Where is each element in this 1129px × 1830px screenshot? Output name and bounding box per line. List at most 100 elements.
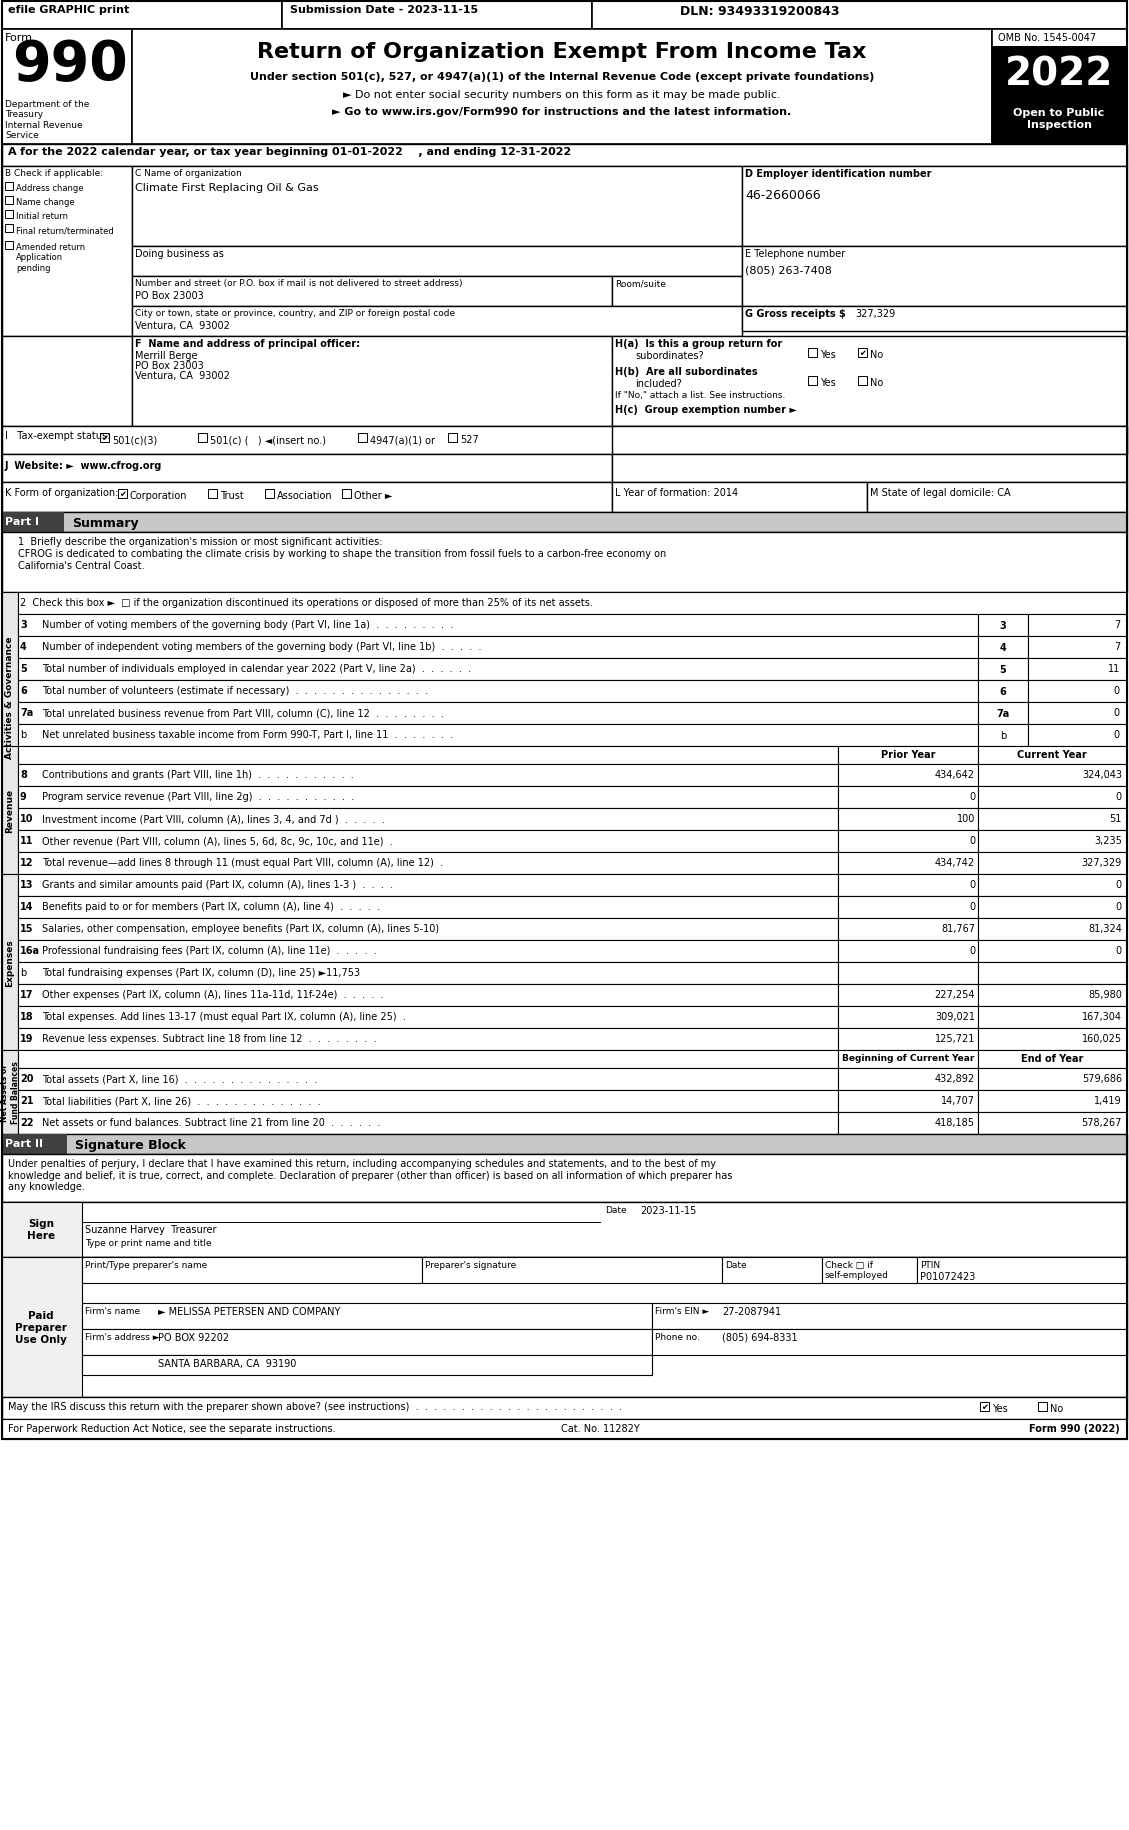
- Text: Ventura, CA  93002: Ventura, CA 93002: [135, 371, 230, 381]
- Text: 5: 5: [999, 664, 1006, 675]
- Bar: [132, 247, 742, 276]
- Text: PO Box 23003: PO Box 23003: [135, 291, 203, 300]
- Text: for the 2022 calendar year, or tax year beginning 01-01-2022    , and ending 12-: for the 2022 calendar year, or tax year …: [20, 146, 571, 157]
- Bar: [612, 483, 867, 512]
- Text: 0: 0: [969, 836, 975, 845]
- Text: 434,642: 434,642: [935, 770, 975, 780]
- Text: Salaries, other compensation, employee benefits (Part IX, column (A), lines 5-10: Salaries, other compensation, employee b…: [42, 924, 439, 933]
- Text: 6: 6: [20, 686, 27, 695]
- Text: K Form of organization:: K Form of organization:: [5, 489, 119, 498]
- Bar: [82, 1329, 653, 1356]
- Bar: [1029, 637, 1127, 659]
- Text: 527: 527: [460, 436, 479, 445]
- Bar: [132, 337, 612, 426]
- Text: 11: 11: [20, 836, 34, 845]
- Text: 167,304: 167,304: [1082, 1012, 1122, 1021]
- Bar: [18, 787, 838, 809]
- Bar: [208, 490, 217, 500]
- Bar: [978, 1007, 1127, 1028]
- Text: 22: 22: [20, 1118, 34, 1127]
- Text: 990: 990: [12, 38, 128, 92]
- Bar: [2, 483, 612, 512]
- Text: Corporation: Corporation: [130, 490, 187, 501]
- Bar: [2, 1202, 1127, 1257]
- Text: 51: 51: [1110, 814, 1122, 824]
- Bar: [2, 1202, 82, 1257]
- Text: 9: 9: [20, 792, 27, 802]
- Text: 2023-11-15: 2023-11-15: [640, 1206, 697, 1215]
- Text: 2022: 2022: [1005, 55, 1113, 93]
- Bar: [132, 29, 992, 145]
- Bar: [18, 659, 978, 681]
- Text: Return of Organization Exempt From Income Tax: Return of Organization Exempt From Incom…: [257, 42, 867, 62]
- Text: Date: Date: [605, 1206, 627, 1215]
- Bar: [978, 765, 1127, 787]
- Text: Total assets (Part X, line 16)  .  .  .  .  .  .  .  .  .  .  .  .  .  .  .: Total assets (Part X, line 16) . . . . .…: [42, 1074, 317, 1083]
- Text: (805) 263-7408: (805) 263-7408: [745, 265, 832, 274]
- Bar: [358, 434, 367, 443]
- Text: 324,043: 324,043: [1082, 770, 1122, 780]
- Text: Date: Date: [725, 1261, 746, 1270]
- Bar: [978, 703, 1029, 725]
- Bar: [82, 1356, 653, 1376]
- Text: Total expenses. Add lines 13-17 (must equal Part IX, column (A), line 25)  .: Total expenses. Add lines 13-17 (must eq…: [42, 1012, 405, 1021]
- Text: ✔: ✔: [859, 350, 866, 359]
- Bar: [978, 809, 1127, 831]
- Text: 17: 17: [20, 990, 34, 999]
- Text: 418,185: 418,185: [935, 1118, 975, 1127]
- Text: 227,254: 227,254: [935, 990, 975, 999]
- Bar: [838, 747, 978, 765]
- Text: Final return/terminated: Final return/terminated: [16, 225, 114, 234]
- Text: 4: 4: [20, 642, 27, 651]
- Bar: [838, 787, 978, 809]
- Text: Check □ if: Check □ if: [825, 1261, 873, 1270]
- Text: Signature Block: Signature Block: [75, 1138, 186, 1151]
- Text: Form: Form: [5, 33, 33, 42]
- Bar: [653, 1329, 1127, 1356]
- Bar: [838, 831, 978, 853]
- Text: b: b: [20, 730, 26, 739]
- Text: Net Assets or
Fund Balances: Net Assets or Fund Balances: [0, 1061, 19, 1124]
- Text: Total number of volunteers (estimate if necessary)  .  .  .  .  .  .  .  .  .  .: Total number of volunteers (estimate if …: [42, 686, 428, 695]
- Text: 0: 0: [969, 902, 975, 911]
- Bar: [838, 1007, 978, 1028]
- Bar: [978, 1113, 1127, 1135]
- Text: (805) 694-8331: (805) 694-8331: [723, 1332, 797, 1341]
- Text: Phone no.: Phone no.: [655, 1332, 700, 1341]
- Bar: [342, 490, 351, 500]
- Bar: [18, 593, 1127, 615]
- Text: Type or print name and title: Type or print name and title: [85, 1239, 211, 1248]
- Bar: [18, 747, 838, 765]
- Bar: [2, 454, 612, 483]
- Bar: [867, 483, 1127, 512]
- Text: 0: 0: [969, 946, 975, 955]
- Text: 309,021: 309,021: [935, 1012, 975, 1021]
- Text: SANTA BARBARA, CA  93190: SANTA BARBARA, CA 93190: [158, 1358, 297, 1369]
- Bar: [978, 941, 1127, 963]
- Text: 1  Briefly describe the organization's mission or most significant activities:: 1 Briefly describe the organization's mi…: [18, 536, 383, 547]
- Bar: [265, 490, 274, 500]
- Bar: [978, 681, 1029, 703]
- Text: 501(c)(3): 501(c)(3): [112, 436, 157, 445]
- Bar: [838, 1091, 978, 1113]
- Text: H(a)  Is this a group return for: H(a) Is this a group return for: [615, 339, 782, 350]
- Text: 0: 0: [969, 880, 975, 889]
- Text: Firm's name: Firm's name: [85, 1307, 140, 1316]
- Text: 46-2660066: 46-2660066: [745, 188, 821, 201]
- Bar: [18, 615, 978, 637]
- Bar: [1029, 681, 1127, 703]
- Text: 5: 5: [20, 664, 27, 673]
- Bar: [2, 1135, 67, 1155]
- Bar: [18, 853, 838, 875]
- Bar: [978, 897, 1127, 919]
- Text: 14: 14: [20, 902, 34, 911]
- Text: subordinates?: subordinates?: [634, 351, 703, 361]
- Bar: [2, 1155, 1127, 1202]
- Text: 3,235: 3,235: [1094, 836, 1122, 845]
- Bar: [978, 919, 1127, 941]
- Text: Number of voting members of the governing body (Part VI, line 1a)  .  .  .  .  .: Number of voting members of the governin…: [42, 620, 453, 630]
- Text: Paid
Preparer
Use Only: Paid Preparer Use Only: [15, 1310, 67, 1343]
- Text: 3: 3: [20, 620, 27, 630]
- Text: Submission Date - 2023-11-15: Submission Date - 2023-11-15: [290, 5, 478, 15]
- Text: 20: 20: [20, 1074, 34, 1083]
